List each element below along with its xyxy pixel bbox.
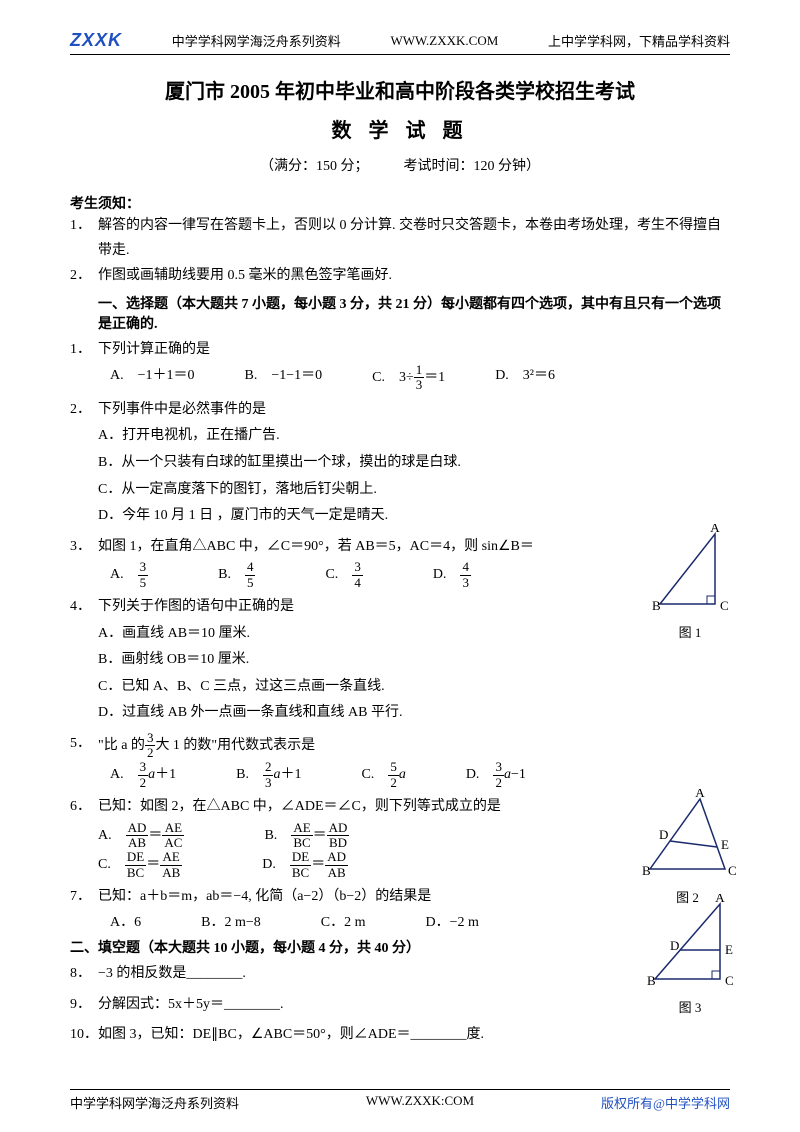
page-footer: 中学学科网学海泛舟系列资料 WWW.ZXXK:COM 版权所有@中学学科网	[70, 1089, 730, 1112]
exam-title: 厦门市 2005 年初中毕业和高中阶段各类学校招生考试	[70, 75, 730, 104]
option-c: C. 34	[325, 560, 362, 590]
header-tagline: 上中学学科网，下精品学科资料	[548, 31, 730, 50]
header-series: 中学学科网学海泛舟系列资料	[172, 31, 341, 50]
page-header: ZXXK 中学学科网学海泛舟系列资料 WWW.ZXXK.COM 上中学学科网，下…	[70, 30, 730, 55]
option-c: C．2 m	[321, 910, 366, 937]
svg-text:C: C	[728, 863, 737, 878]
q6-options-row2: C. DEBC＝AEAB D. DEBC＝ADAB	[70, 850, 730, 880]
option-b: B. AEBC＝ADBD	[264, 821, 349, 851]
header-url: WWW.ZXXK.COM	[390, 33, 498, 49]
q7-options: A．6 B．2 m−8 C．2 m D．−2 m	[70, 910, 730, 937]
question-3: A B C 图 1 3．如图 1，在直角△ABC 中，∠C＝90°，若 AB＝5…	[70, 534, 730, 590]
footer-mid: WWW.ZXXK:COM	[366, 1093, 474, 1112]
option-d: D．−2 m	[425, 910, 478, 937]
svg-text:D: D	[670, 938, 679, 953]
option-a: A．画直线 AB＝10 厘米.	[70, 621, 730, 648]
svg-text:A: A	[710, 524, 720, 535]
option-a: A. 35	[110, 560, 148, 590]
q5-options: A. 32a＋1 B. 23a＋1 C. 52a D. 32a−1	[70, 760, 730, 790]
option-b: B．2 m−8	[201, 910, 261, 937]
option-d: D. 43	[433, 560, 471, 590]
option-a: A. ADAB＝AEAC	[98, 821, 184, 851]
option-b: B. 45	[218, 560, 255, 590]
option-d: D. DEBC＝ADAB	[262, 850, 348, 880]
svg-text:D: D	[659, 827, 668, 842]
svg-text:E: E	[721, 837, 729, 852]
logo: ZXXK	[70, 30, 122, 51]
q6-options-row1: A. ADAB＝AEAC B. AEBC＝ADBD	[70, 821, 730, 851]
option-c: C. DEBC＝AEAB	[98, 850, 182, 880]
subject-title: 数 学 试 题	[70, 114, 730, 143]
option-d: D. 3²＝6	[495, 363, 555, 393]
question-6: A B C D E 图 2 6．已知：如图 2，在△ABC 中，∠ADE＝∠C，…	[70, 794, 730, 880]
notice-item: 2． 作图或画辅助线要用 0.5 毫米的黑色签字笔画好.	[70, 263, 730, 288]
option-b: B．画射线 OB＝10 厘米.	[70, 647, 730, 674]
question-8: 8．−3 的相反数是________.	[70, 961, 730, 988]
exam-info: （满分：150 分； 考试时间：120 分钟）	[70, 155, 730, 175]
footer-right: 版权所有@中学学科网	[601, 1093, 730, 1112]
question-10: 10．如图 3，已知：DE∥BC，∠ABC＝50°，则∠ADE＝________…	[70, 1022, 730, 1049]
option-c: C. 52a	[361, 760, 405, 790]
q1-options: A. −1＋1＝0 B. −1−1＝0 C. 3÷13＝1 D. 3²＝6	[70, 363, 730, 393]
q3-options: A. 35 B. 45 C. 34 D. 43	[70, 560, 730, 590]
option-c: C．已知 A、B、C 三点，过这三点画一条直线.	[70, 674, 730, 701]
option-c: C．从一定高度落下的图钉，落地后钉尖朝上.	[70, 477, 730, 504]
section-2-title: 二、填空题（本大题共 10 小题，每小题 4 分，共 40 分）	[70, 937, 730, 957]
question-4: 4．下列关于作图的语句中正确的是 A．画直线 AB＝10 厘米. B．画射线 O…	[70, 594, 730, 727]
footer-left: 中学学科网学海泛舟系列资料	[70, 1093, 239, 1112]
question-5: 5．"比 a 的32大 1 的数"用代数式表示是 A. 32a＋1 B. 23a…	[70, 731, 730, 790]
option-b: B. −1−1＝0	[245, 363, 323, 393]
svg-text:B: B	[642, 863, 651, 878]
notice-item: 1． 解答的内容一律写在答题卡上，否则以 0 分计算. 交卷时只交答题卡，本卷由…	[70, 213, 730, 263]
question-9: 9．分解因式：5x＋5y＝________.	[70, 992, 730, 1019]
option-a: A．6	[110, 910, 141, 937]
option-d: D．过直线 AB 外一点画一条直线和直线 AB 平行.	[70, 700, 730, 727]
question-7: A B C D E 图 3 7．已知：a＋b＝m，ab＝−4, 化简（a−2）（…	[70, 884, 730, 937]
notice-heading: 考生须知：	[70, 193, 730, 213]
option-a: A. 32a＋1	[110, 760, 176, 790]
option-d: D. 32a−1	[466, 760, 526, 790]
option-b: B. 23a＋1	[236, 760, 301, 790]
question-1: 1．下列计算正确的是 A. −1＋1＝0 B. −1−1＝0 C. 3÷13＝1…	[70, 337, 730, 393]
option-a: A. −1＋1＝0	[110, 363, 195, 393]
svg-text:A: A	[715, 894, 725, 905]
question-2: 2．下列事件中是必然事件的是 A．打开电视机，正在播广告. B．从一个只装有白球…	[70, 397, 730, 530]
option-a: A．打开电视机，正在播广告.	[70, 423, 730, 450]
section-1-title: 一、选择题（本大题共 7 小题，每小题 3 分，共 21 分）每小题都有四个选项…	[70, 293, 730, 333]
figure-2-svg: A B C D E	[635, 789, 740, 884]
option-d: D．今年 10 月 1 日 ，厦门市的天气一定是晴天.	[70, 503, 730, 530]
svg-text:E: E	[725, 942, 733, 957]
option-c: C. 3÷13＝1	[372, 363, 445, 393]
svg-text:A: A	[695, 789, 705, 800]
option-b: B．从一个只装有白球的缸里摸出一个球，摸出的球是白球.	[70, 450, 730, 477]
